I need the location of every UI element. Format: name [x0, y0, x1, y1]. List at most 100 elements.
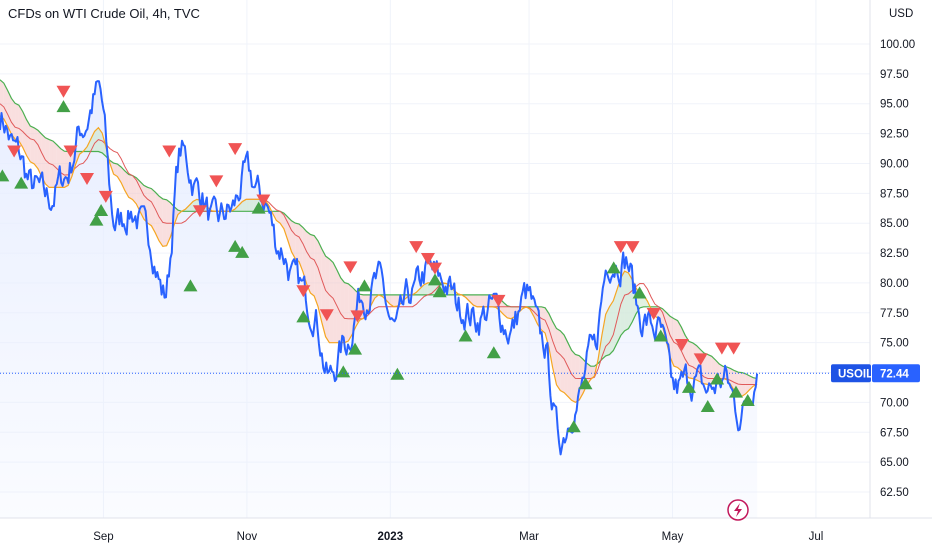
band-segment: [503, 302, 508, 318]
sell-signal-marker: [80, 172, 94, 185]
band-segment: [147, 187, 152, 226]
sell-signal-marker: [162, 145, 177, 158]
band-segment: [670, 316, 674, 367]
band-segment: [548, 313, 553, 368]
band-segment: [49, 139, 53, 188]
band-segment: [15, 103, 19, 142]
y-tick-label: 65.00: [880, 457, 909, 469]
band-segment: [132, 175, 137, 204]
band-segment: [423, 282, 428, 295]
buy-signal-marker: [606, 261, 621, 274]
sell-signal-marker: [296, 285, 311, 298]
band-segment: [249, 199, 254, 212]
buy-signal-marker: [89, 213, 104, 226]
buy-signal-marker: [357, 279, 372, 292]
moving-averages: [0, 79, 758, 403]
sell-signal-marker: [98, 190, 113, 203]
band-segment: [507, 305, 512, 319]
price-area: [0, 81, 758, 518]
buy-signal-marker: [681, 380, 696, 393]
band-segment: [317, 240, 322, 323]
band-segment: [609, 300, 614, 355]
band-segment: [427, 282, 432, 295]
buy-signal-marker: [728, 385, 743, 398]
x-tick-label: Mar: [519, 531, 539, 543]
band-segment: [704, 353, 708, 385]
band-segment: [124, 171, 129, 198]
band-segment: [128, 174, 133, 200]
band-segment: [0, 79, 4, 119]
buy-signal-marker: [0, 169, 10, 182]
x-tick-label: Jul: [809, 531, 824, 543]
band-segment: [590, 366, 595, 380]
band-segment: [151, 188, 156, 233]
lightning-icon[interactable]: [727, 499, 749, 521]
band-segment: [389, 294, 394, 307]
buy-signal-marker: [653, 329, 668, 342]
band-segment: [473, 294, 477, 307]
band-segment: [310, 234, 315, 296]
band-segment: [11, 98, 16, 140]
sell-signal-marker: [674, 339, 689, 352]
band-segment: [393, 294, 398, 307]
sell-signal-marker: [714, 342, 729, 355]
sell-signal-marker: [613, 241, 628, 254]
buy-signal-marker: [56, 100, 71, 113]
band-segment: [37, 130, 42, 177]
y-tick-label: 67.50: [880, 427, 909, 439]
y-tick-label: 62.50: [880, 487, 909, 499]
band-segment: [174, 206, 178, 225]
band-segment: [336, 269, 341, 343]
buy-signal-marker: [336, 365, 351, 378]
x-tick-label: Sep: [93, 531, 113, 543]
sell-signal-marker: [343, 261, 358, 274]
band-segment: [113, 163, 118, 177]
buy-signal-marker: [235, 245, 250, 258]
buy-signal-marker: [710, 372, 725, 385]
band-segment: [628, 273, 633, 329]
x-axis[interactable]: Sep Nov 2023 Mar May Jul: [93, 531, 823, 543]
buy-signal-marker: [251, 201, 266, 214]
band-segment: [238, 201, 243, 212]
band-segment: [18, 105, 23, 148]
y-tick-label: 92.50: [880, 129, 909, 141]
y-axis[interactable]: 100.00 97.50 95.00 92.50 90.00 87.50 85.00 82.5…: [880, 39, 915, 499]
band-segment: [552, 321, 557, 385]
band-segment: [624, 271, 629, 331]
band-segment: [541, 306, 546, 334]
sell-signal-marker: [625, 241, 640, 254]
band-segment: [302, 227, 307, 284]
symbol-badge-label: USOIL: [838, 368, 873, 380]
sell-signal-marker: [63, 145, 78, 158]
value-badge: [872, 364, 920, 383]
sell-signal-marker: [409, 241, 424, 254]
band-segment: [420, 284, 424, 295]
band-segment: [545, 307, 549, 348]
buy-signal-marker: [486, 346, 501, 359]
band-segment: [140, 181, 144, 220]
band-segment: [94, 127, 99, 152]
y-tick-label: 82.50: [880, 248, 909, 260]
band-segment: [348, 283, 353, 342]
last-price-badge: USOIL 72.44: [831, 364, 920, 383]
band-segment: [329, 259, 334, 343]
y-tick-label: 87.50: [880, 188, 909, 200]
sell-signal-marker: [319, 309, 334, 322]
band-segment: [155, 192, 159, 241]
band-segment: [533, 306, 538, 325]
fast-ma-line: [0, 115, 758, 403]
band-segment: [306, 231, 311, 293]
x-tick-label: May: [662, 531, 684, 543]
sell-signal-marker: [256, 194, 271, 207]
band-segment: [711, 356, 716, 384]
buy-signal-marker: [14, 176, 29, 189]
y-tick-label: 97.50: [880, 69, 909, 81]
band-segment: [7, 90, 12, 135]
y-tick-label: 77.50: [880, 308, 909, 320]
sell-signal-marker: [7, 145, 22, 158]
sell-signal-marker: [420, 253, 435, 266]
band-segment: [242, 199, 247, 212]
y-tick-label: 75.00: [880, 338, 909, 350]
band-segment: [52, 141, 57, 188]
